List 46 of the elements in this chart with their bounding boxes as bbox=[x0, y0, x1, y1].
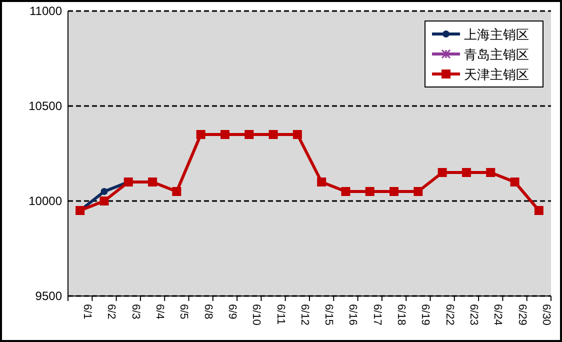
x-tick-label: 6/11 bbox=[274, 304, 286, 325]
point bbox=[172, 187, 182, 196]
x-tick-label: 6/4 bbox=[154, 304, 166, 320]
x-tick-label: 6/24 bbox=[492, 304, 504, 326]
point bbox=[148, 178, 158, 186]
point bbox=[317, 178, 326, 186]
point bbox=[462, 168, 471, 177]
x-tick-label: 6/18 bbox=[395, 304, 408, 326]
x-tick-label: 6/22 bbox=[443, 304, 456, 326]
x-tick-label: 6/15 bbox=[322, 304, 335, 326]
x-tick-label: 6/16 bbox=[346, 304, 359, 326]
point bbox=[244, 130, 254, 139]
x-tick-label: 6/30 bbox=[540, 304, 552, 326]
y-tick-label: 10000 bbox=[28, 194, 62, 208]
point bbox=[534, 206, 544, 215]
x-tick-label: 6/9 bbox=[226, 304, 238, 320]
y-tick-label: 10500 bbox=[28, 99, 62, 113]
x-tick-label: 6/23 bbox=[467, 304, 480, 326]
point bbox=[390, 187, 399, 196]
x-tick-label: 6/29 bbox=[516, 304, 528, 326]
x-tick-label: 6/12 bbox=[298, 304, 310, 326]
point bbox=[341, 187, 350, 196]
x-tick-label: 6/10 bbox=[250, 304, 262, 326]
point bbox=[220, 130, 230, 139]
x-tick-label: 6/8 bbox=[202, 304, 214, 320]
point bbox=[414, 187, 423, 196]
y-tick-label: 11000 bbox=[30, 4, 62, 18]
point bbox=[100, 196, 109, 206]
y-tick-label: 9500 bbox=[35, 289, 62, 303]
point bbox=[510, 178, 520, 186]
x-tick-label: 6/3 bbox=[129, 304, 142, 320]
point bbox=[292, 130, 302, 139]
x-tick-label: 6/17 bbox=[370, 304, 383, 326]
legend-label: 上海主销区 bbox=[464, 27, 529, 42]
point bbox=[438, 168, 447, 177]
x-tick-label: 6/2 bbox=[105, 304, 118, 320]
x-tick-label: 6/5 bbox=[178, 304, 190, 320]
x-tick-label: 6/19 bbox=[419, 304, 432, 326]
point bbox=[486, 168, 496, 177]
point bbox=[365, 187, 374, 196]
point bbox=[100, 188, 108, 195]
point bbox=[196, 130, 206, 139]
point bbox=[268, 130, 278, 139]
x-tick-label: 6/1 bbox=[81, 304, 94, 320]
legend-label: 天津主销区 bbox=[464, 67, 529, 82]
legend-label: 青岛主销区 bbox=[464, 47, 529, 62]
